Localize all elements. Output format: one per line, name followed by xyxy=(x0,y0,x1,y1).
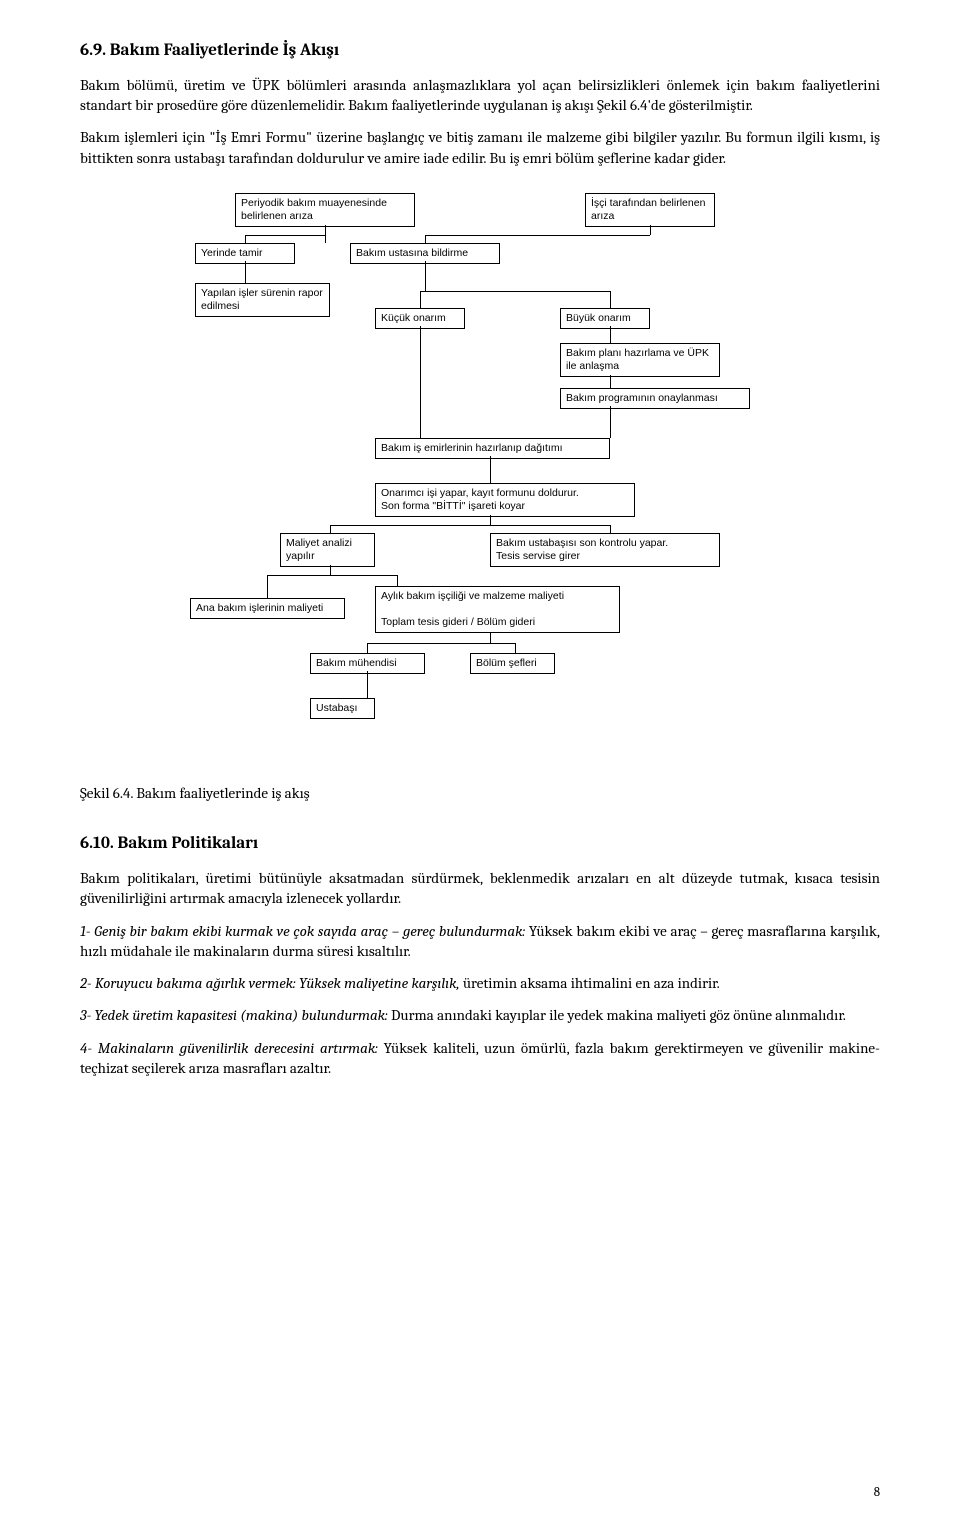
diagram-edge xyxy=(367,671,368,698)
diagram-edge xyxy=(425,235,426,243)
flow-diagram: Periyodik bakım muayenesinde belirlenen … xyxy=(190,193,770,753)
policy-item-1: 1- Geniş bir bakım ekibi kurmak ve çok s… xyxy=(80,921,880,962)
diagram-node: Bakım iş emirlerinin hazırlanıp dağıtımı xyxy=(375,438,610,459)
diagram-node: Bakım ustabaşısı son kontrolu yapar. Tes… xyxy=(490,533,720,567)
diagram-edge xyxy=(610,291,611,308)
diagram-edge xyxy=(330,525,331,533)
diagram-edge xyxy=(490,633,491,643)
diagram-edge xyxy=(330,525,610,526)
policy-item-4: 4- Makinaların güvenilirlik derecesini a… xyxy=(80,1038,880,1079)
figure-caption: Şekil 6.4. Bakım faaliyetlerinde iş akış xyxy=(80,783,880,803)
diagram-edge xyxy=(245,235,325,236)
diagram-edge xyxy=(420,291,421,308)
diagram-edge xyxy=(490,456,491,483)
item3-rest: Durma anındaki kayıplar ile yedek makina… xyxy=(388,1006,846,1024)
section1-para2: Bakım işlemleri için "İş Emri Formu" üze… xyxy=(80,127,880,168)
diagram-node: Maliyet analizi yapılır xyxy=(280,533,375,567)
policy-item-3: 3- Yedek üretim kapasitesi (makina) bulu… xyxy=(80,1005,880,1025)
diagram-node: Bölüm şefleri xyxy=(470,653,555,674)
policy-item-2: 2- Koruyucu bakıma ağırlık vermek: Yükse… xyxy=(80,973,880,993)
item1-lead: 1- Geniş bir bakım ekibi kurmak ve çok s… xyxy=(80,922,525,940)
diagram-edge xyxy=(367,643,515,644)
diagram-edge xyxy=(610,326,611,343)
diagram-node: Onarımcı işi yapar, kayıt formunu doldur… xyxy=(375,483,635,517)
diagram-edge xyxy=(490,515,491,525)
diagram-edge xyxy=(425,261,426,291)
diagram-edge xyxy=(425,235,650,236)
diagram-edge xyxy=(515,643,516,653)
diagram-edge xyxy=(267,575,268,598)
diagram-edge xyxy=(330,565,331,575)
item2-rest: üretimin aksama ihtimalini en aza indiri… xyxy=(460,974,720,992)
item4-lead: 4- Makinaların güvenilirlik derecesini a… xyxy=(80,1039,378,1057)
diagram-edge xyxy=(325,225,326,243)
diagram-edge xyxy=(367,643,368,653)
diagram-node: Bakım programının onaylanması xyxy=(560,388,750,409)
diagram-node: Periyodik bakım muayenesinde belirlenen … xyxy=(235,193,415,227)
diagram-node: Ana bakım işlerinin maliyeti xyxy=(190,598,345,619)
diagram-edge xyxy=(610,406,611,438)
diagram-edge xyxy=(420,438,425,439)
diagram-edge xyxy=(245,261,246,283)
diagram-edge xyxy=(267,575,397,576)
item2-lead: 2- Koruyucu bakıma ağırlık vermek: Yükse… xyxy=(80,974,460,992)
section2-para1: Bakım politikaları, üretimi bütünüyle ak… xyxy=(80,868,880,909)
diagram-node: Büyük onarım xyxy=(560,308,650,329)
diagram-edge xyxy=(245,235,246,243)
diagram-edge xyxy=(610,525,611,533)
section1-para1: Bakım bölümü, üretim ve ÜPK bölümleri ar… xyxy=(80,75,880,116)
diagram-node: Aylık bakım işçiliği ve malzeme maliyeti… xyxy=(375,586,620,633)
section2-heading: 6.10. Bakım Politikaları xyxy=(80,833,880,856)
diagram-edge xyxy=(610,375,611,388)
page-number: 8 xyxy=(874,1484,880,1502)
item3-lead: 3- Yedek üretim kapasitesi (makina) bulu… xyxy=(80,1006,388,1024)
diagram-node: Bakım planı hazırlama ve ÜPK ile anlaşma xyxy=(560,343,720,377)
diagram-node: Ustabaşı xyxy=(310,698,375,719)
section1-heading: 6.9. Bakım Faaliyetlerinde İş Akışı xyxy=(80,40,880,63)
diagram-edge xyxy=(420,326,421,438)
diagram-node: İşçi tarafından belirlenen arıza xyxy=(585,193,715,227)
diagram-edge xyxy=(650,225,651,235)
diagram-edge xyxy=(397,575,398,586)
diagram-edge xyxy=(420,291,610,292)
diagram-node: Yapılan işler sürenin rapor edilmesi xyxy=(195,283,330,317)
